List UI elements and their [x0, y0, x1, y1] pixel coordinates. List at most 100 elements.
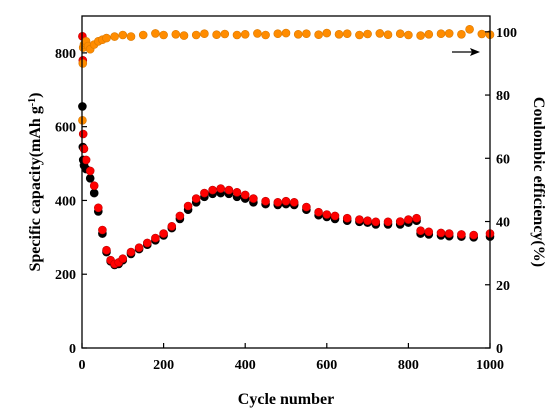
data-point: [355, 30, 364, 40]
x-tick-label: 600: [316, 358, 337, 373]
data-point: [281, 28, 291, 38]
y-right-tick-label: 40: [496, 216, 510, 231]
data-point: [151, 233, 160, 243]
data-point: [404, 30, 413, 40]
data-point: [216, 184, 225, 193]
data-point: [102, 33, 111, 43]
data-point: [179, 31, 189, 40]
data-point: [240, 29, 250, 39]
data-point: [281, 196, 291, 206]
y-right-tick-label: 100: [496, 26, 517, 41]
data-point: [465, 24, 474, 34]
data-point: [212, 30, 221, 40]
data-point: [261, 196, 270, 206]
y-right-axis-title: Coulombic efficiency(%): [530, 97, 547, 267]
data-point: [200, 29, 209, 39]
data-point: [444, 29, 454, 38]
data-point: [118, 30, 128, 40]
data-point: [424, 29, 434, 39]
data-point: [355, 215, 364, 224]
data-point: [322, 28, 332, 38]
data-point: [469, 230, 479, 240]
data-point: [220, 29, 230, 39]
data-point: [342, 29, 352, 39]
data-point: [371, 217, 381, 227]
data-point: [78, 129, 88, 139]
data-point: [322, 210, 332, 219]
data-point: [85, 166, 95, 176]
data-point: [457, 230, 466, 239]
data-point: [249, 194, 258, 203]
data-point: [436, 29, 446, 39]
data-point: [143, 238, 152, 248]
data-point: [79, 144, 89, 154]
y-left-tick-label: 400: [55, 194, 76, 209]
data-point: [126, 247, 136, 257]
data-point: [375, 29, 385, 38]
data-point: [118, 254, 128, 264]
data-point: [138, 30, 148, 40]
data-point: [126, 32, 136, 41]
y-right-tick-label: 80: [496, 89, 510, 104]
y-left-tick-label: 0: [69, 342, 76, 357]
data-point: [159, 229, 168, 238]
data-point: [395, 29, 405, 39]
data-point: [436, 228, 446, 238]
data-point: [85, 174, 95, 183]
data-point: [273, 29, 283, 39]
data-point: [171, 29, 181, 39]
data-point: [444, 229, 454, 238]
data-point: [457, 29, 466, 39]
data-point: [232, 188, 242, 197]
y-left-tick-label: 800: [55, 47, 76, 62]
data-point: [412, 213, 421, 223]
data-point: [334, 29, 344, 39]
data-point: [416, 31, 425, 40]
x-tick-label: 400: [235, 358, 256, 373]
y-left-axis-title: Specific capacity(mAh g-1): [27, 93, 45, 272]
data-point: [253, 29, 262, 38]
capacity-series-group: [78, 31, 495, 270]
x-tick-label: 200: [153, 358, 174, 373]
plot-frame: [81, 15, 491, 349]
data-point: [383, 30, 393, 40]
data-point: [151, 29, 160, 38]
data-point: [89, 181, 99, 190]
data-point: [395, 217, 405, 226]
data-point: [94, 203, 103, 213]
data-point: [261, 30, 270, 40]
data-point: [416, 226, 425, 235]
efficiency-arrow: [452, 48, 480, 56]
data-point: [224, 185, 234, 195]
data-point: [191, 194, 201, 203]
data-point: [363, 216, 372, 225]
axis-ticks: 0 200 400 600 800 100002004006008000204060801…: [55, 26, 517, 373]
y-right-tick-label: 20: [496, 279, 510, 294]
y-right-tick-label: 60: [496, 152, 510, 167]
data-point: [81, 155, 91, 165]
data-point: [289, 198, 299, 207]
data-point: [167, 222, 177, 231]
efficiency-series-group: [78, 24, 495, 125]
y-left-tick-label: 200: [55, 268, 76, 283]
data-point: [302, 29, 311, 39]
x-axis-title: Cycle number: [238, 391, 334, 408]
y-right-tick-label: 0: [496, 342, 503, 357]
data-point: [98, 225, 107, 235]
data-point: [175, 211, 185, 221]
data-point: [314, 30, 323, 40]
data-point: [102, 245, 111, 255]
data-point: [342, 213, 352, 223]
data-point: [314, 207, 323, 217]
y-left-tick-label: 600: [55, 121, 76, 136]
data-point: [208, 185, 217, 195]
data-point: [302, 202, 311, 212]
data-point: [383, 217, 393, 227]
data-point: [240, 190, 250, 200]
data-point: [293, 29, 303, 39]
data-point: [273, 198, 283, 207]
data-point: [134, 243, 144, 252]
data-point: [159, 30, 168, 40]
data-point: [183, 201, 193, 211]
